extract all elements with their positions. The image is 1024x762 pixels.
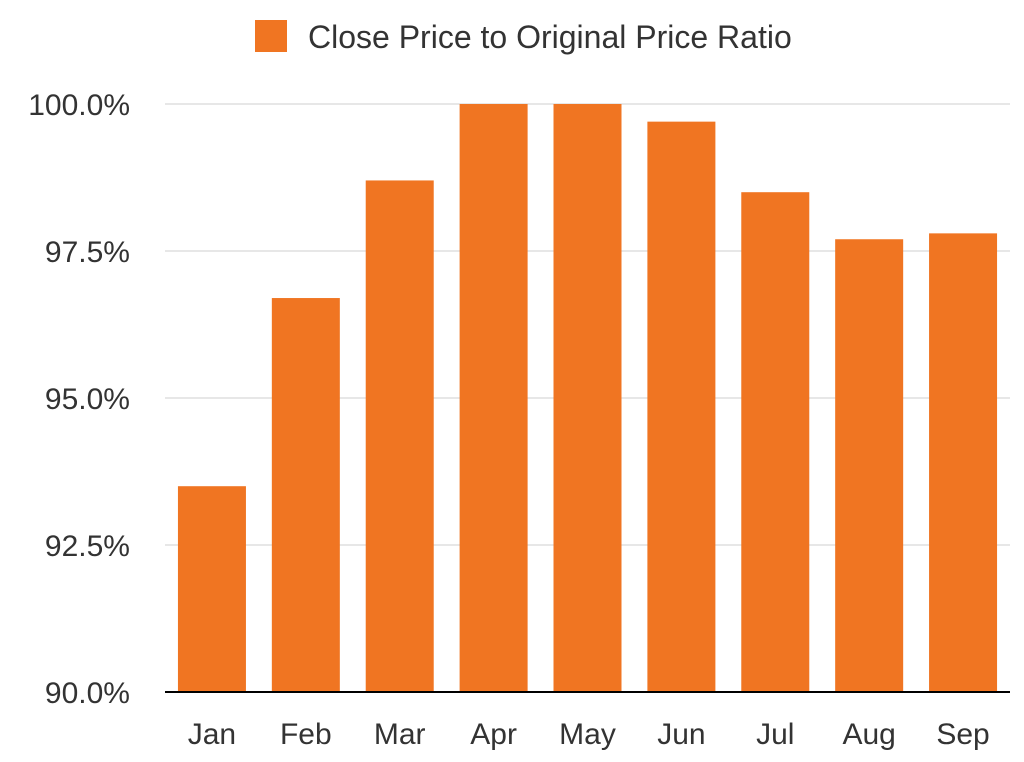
bar-jan xyxy=(177,486,246,692)
bar-aug xyxy=(835,239,904,693)
bar-jul xyxy=(741,192,810,692)
bar-feb xyxy=(271,298,340,692)
bar-jun xyxy=(647,121,716,692)
bar-sep xyxy=(929,233,998,693)
x-tick-label: Aug xyxy=(842,718,895,751)
y-axis-tick-labels: 90.0% 92.5% 95.0% 97.5% 100.0% xyxy=(28,89,130,710)
x-tick-label: May xyxy=(559,718,616,751)
bar-may xyxy=(553,104,622,692)
y-tick-label: 97.5% xyxy=(45,236,130,269)
y-tick-label: 95.0% xyxy=(45,383,130,416)
bars xyxy=(177,104,998,693)
y-tick-label: 100.0% xyxy=(28,89,130,122)
x-tick-label: Apr xyxy=(470,718,517,751)
x-tick-label: Sep xyxy=(936,718,989,751)
bar-mar xyxy=(365,180,434,692)
bar-apr xyxy=(459,104,528,692)
x-tick-label: Jul xyxy=(756,718,794,751)
legend-swatch xyxy=(255,20,287,52)
y-tick-label: 92.5% xyxy=(45,530,130,563)
x-tick-label: Feb xyxy=(280,718,332,751)
x-tick-label: Jun xyxy=(657,718,705,751)
legend-label: Close Price to Original Price Ratio xyxy=(308,19,792,55)
y-tick-label: 90.0% xyxy=(45,677,130,710)
x-axis-tick-labels: Jan Feb Mar Apr May Jun Jul Aug Sep xyxy=(188,718,990,751)
legend: Close Price to Original Price Ratio xyxy=(255,19,792,55)
x-tick-label: Mar xyxy=(374,718,426,751)
x-tick-label: Jan xyxy=(188,718,236,751)
